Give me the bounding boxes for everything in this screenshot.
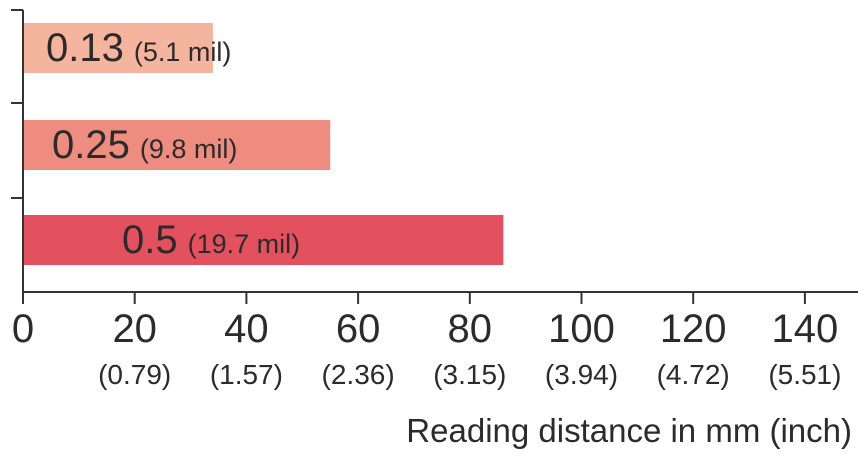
bar-value-label: 0.25 (52, 123, 130, 167)
x-tick-sublabel: (3.94) (545, 359, 618, 390)
x-tick-label: 80 (448, 307, 493, 351)
bar-label: 0.5 (19.7 mil) (122, 218, 300, 262)
x-tick-sublabel: (2.36) (322, 359, 395, 390)
bar-label: 0.25 (9.8 mil) (52, 123, 237, 167)
bar-mil-label: (19.7 mil) (188, 229, 301, 259)
x-tick-sublabel: (1.57) (210, 359, 283, 390)
bar-mil-label: (5.1 mil) (134, 37, 232, 67)
x-tick-label: 40 (224, 307, 269, 351)
bar (24, 23, 213, 73)
x-axis-title: Reading distance in mm (inch) (406, 412, 852, 449)
x-tick-label: 20 (112, 307, 157, 351)
x-tick-label: 100 (548, 307, 615, 351)
bar-mil-label: (9.8 mil) (140, 134, 238, 164)
x-tick-sublabel: (3.15) (433, 359, 506, 390)
x-tick-sublabel: (4.72) (657, 359, 730, 390)
x-ticks: 0 20 (0.79) 40 (1.57) 60 (2.36) 80 (3.15) 100 (3.9… (12, 292, 841, 390)
bar-value-label: 0.13 (46, 26, 124, 70)
bar (24, 215, 504, 265)
bar (24, 120, 331, 170)
axes (11, 9, 858, 293)
bar-label: 0.13 (5.1 mil) (46, 26, 231, 70)
x-tick-sublabel: (0.79) (98, 359, 171, 390)
bar-value-label: 0.5 (122, 218, 178, 262)
x-tick-label: 140 (772, 307, 839, 351)
bars: 0.13 (5.1 mil) 0.25 (9.8 mil) 0.5 (19.7 mil) (24, 23, 504, 265)
x-tick-sublabel: (5.51) (768, 359, 841, 390)
x-tick-label: 120 (660, 307, 727, 351)
x-tick-label: 0 (12, 307, 34, 351)
x-tick-label: 60 (336, 307, 381, 351)
